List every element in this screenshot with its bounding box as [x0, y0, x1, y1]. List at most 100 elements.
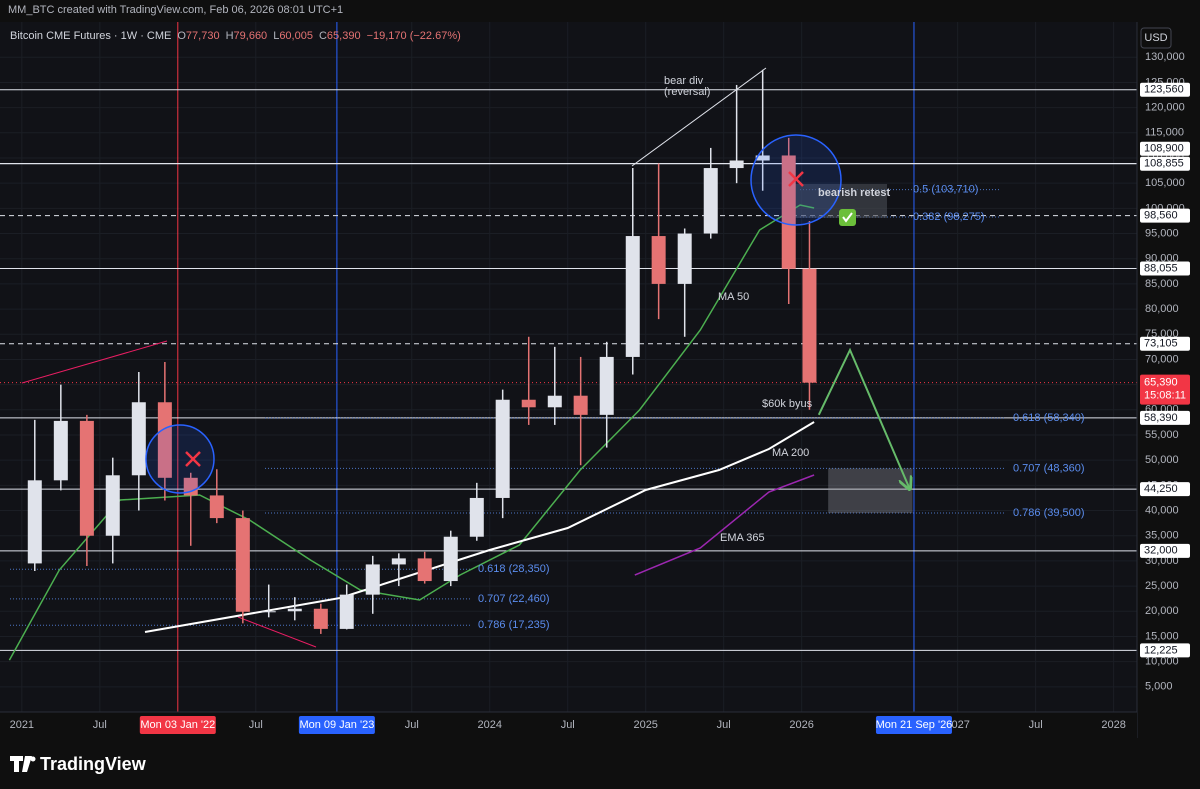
- candle-body: [391, 558, 406, 565]
- y-tick-label: 95,000: [1145, 227, 1179, 239]
- ohlc-value: 60,005: [279, 30, 313, 42]
- level-label: 12,225: [1144, 644, 1178, 656]
- y-tick-label: 130,000: [1145, 51, 1185, 63]
- level-label-box: [1140, 643, 1190, 658]
- y-tick-label: 120,000: [1145, 102, 1185, 114]
- level-label-box: [1140, 261, 1190, 276]
- candle-body: [651, 236, 666, 284]
- currency[interactable]: USD: [1144, 32, 1167, 44]
- candle-body: [261, 611, 276, 613]
- trend-line: [631, 67, 767, 167]
- candle-body: [313, 608, 328, 629]
- fib-label: 0.707 (48,360): [1013, 462, 1085, 474]
- fib-label: 0.786 (17,235): [478, 619, 550, 631]
- annotation: (reversal): [664, 86, 710, 98]
- x-tick-label: 2026: [789, 719, 813, 731]
- candle-body: [53, 420, 68, 481]
- logo-icon: [10, 756, 32, 772]
- x-tick-label: Jul: [561, 719, 575, 731]
- level-label-box: [1140, 208, 1190, 223]
- level-label-box: [1140, 482, 1190, 497]
- candle-body: [209, 495, 224, 519]
- target-zone: [828, 468, 913, 514]
- ohlc-value: 79,660: [234, 30, 268, 42]
- fib-label: 0.786 (39,500): [1013, 507, 1085, 519]
- countdown: 15:08:11: [1144, 390, 1186, 402]
- candle-body: [287, 608, 302, 612]
- y-tick-label: 5,000: [1145, 681, 1173, 693]
- level-label: 44,250: [1144, 483, 1178, 495]
- candle-body: [625, 236, 640, 357]
- candle-body: [417, 558, 432, 582]
- level-label-box: [1140, 410, 1190, 425]
- y-tick-label: 25,000: [1145, 580, 1179, 592]
- trend-line: [21, 340, 168, 384]
- ma-label: EMA 365: [720, 532, 765, 544]
- cross-mark: [788, 171, 804, 187]
- candle-body: [105, 475, 120, 536]
- projection: [817, 347, 910, 488]
- y-tick-label: 105,000: [1145, 177, 1185, 189]
- x-tick-label: Jul: [405, 719, 419, 731]
- brand-logo: TradingView: [10, 754, 147, 774]
- y-tick-label: 35,000: [1145, 530, 1179, 542]
- ohlc-key: C: [319, 30, 327, 42]
- change: −19,170 (−22.67%): [367, 30, 461, 42]
- y-tick-label: 10,000: [1145, 656, 1179, 668]
- logo-icon: [30, 756, 36, 762]
- candle-body: [339, 594, 354, 629]
- symbol: Bitcoin CME Futures · 1W · CME: [10, 30, 171, 42]
- candle-body: [802, 268, 817, 383]
- level-label-box: [1140, 82, 1190, 97]
- level-label: 98,560: [1144, 210, 1178, 222]
- candle-body: [469, 497, 484, 537]
- fib-label: 0.618 (28,350): [478, 563, 550, 575]
- candle-body: [131, 402, 146, 476]
- last-price-box: [1140, 374, 1190, 405]
- candle-body: [365, 564, 380, 595]
- level-label: 73,105: [1144, 338, 1178, 350]
- candle-body: [235, 518, 250, 612]
- retest-box: [787, 184, 887, 218]
- candle-body: [521, 399, 536, 408]
- x-tick-label: Jul: [1029, 719, 1043, 731]
- cross-mark: [185, 451, 201, 467]
- y-tick-label: 15,000: [1145, 630, 1179, 642]
- candle-body: [157, 402, 172, 478]
- candle-body: [547, 395, 562, 408]
- x-tick-label: 2025: [633, 719, 657, 731]
- trend-line: [237, 616, 317, 648]
- level-label: 108,855: [1144, 158, 1184, 170]
- marker-label: Mon 09 Jan '23: [299, 719, 374, 731]
- marker-label: Mon 03 Jan '22: [140, 719, 215, 731]
- annotation: $60k byus: [762, 398, 813, 410]
- chart-title: MM_BTC created with TradingView.com, Feb…: [8, 4, 343, 16]
- candle-body: [703, 168, 718, 234]
- fib-label: 0.707 (22,460): [478, 593, 550, 605]
- candle-body: [599, 356, 614, 415]
- candle-body: [443, 536, 458, 582]
- y-tick-label: 50,000: [1145, 454, 1179, 466]
- level-label-box: [1140, 156, 1190, 171]
- ohlc-value: 77,730: [186, 30, 220, 42]
- fib-label: 0.618 (58,340): [1013, 412, 1085, 424]
- level-label-box: [1140, 336, 1190, 351]
- level-label: 88,055: [1144, 262, 1178, 274]
- x-tick-label: Jul: [93, 719, 107, 731]
- candle-body: [573, 395, 588, 415]
- moving-average: [8, 204, 815, 661]
- last-price-label: 65,390: [1144, 377, 1178, 389]
- symbol-header: Bitcoin CME Futures · 1W · CME O77,730 H79…: [10, 30, 461, 42]
- level-label-box: [1140, 543, 1190, 558]
- currency-box[interactable]: [1140, 27, 1172, 49]
- annotation: bearish retest: [818, 187, 890, 199]
- fib-label: 0.382 (98,275): [913, 211, 985, 223]
- candle-body: [495, 399, 510, 498]
- candle-body: [677, 233, 692, 284]
- marker-label-box: [139, 716, 216, 734]
- drawings: [21, 67, 887, 648]
- brand: TradingView: [40, 754, 147, 774]
- y-tick-label: 20,000: [1145, 605, 1179, 617]
- candle-body: [755, 155, 770, 161]
